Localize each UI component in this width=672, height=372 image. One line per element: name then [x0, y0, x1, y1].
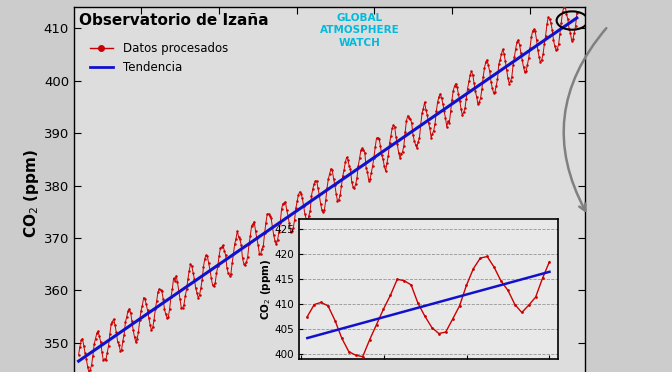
- Legend: Datos procesados, Tendencia: Datos procesados, Tendencia: [85, 38, 233, 79]
- Y-axis label: CO$_2$ (ppm): CO$_2$ (ppm): [259, 259, 273, 320]
- Text: GLOBAL
ATMOSPHERE
WATCH: GLOBAL ATMOSPHERE WATCH: [320, 13, 400, 48]
- Text: Observatorio de Izaña: Observatorio de Izaña: [79, 13, 269, 28]
- Y-axis label: CO$_2$ (ppm): CO$_2$ (ppm): [22, 149, 41, 238]
